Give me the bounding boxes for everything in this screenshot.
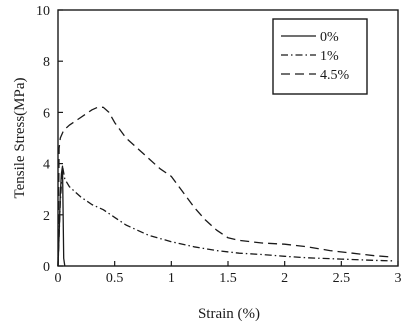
y-tick-label: 10 xyxy=(36,4,50,19)
legend: 0% 1% 4.5% xyxy=(272,18,368,95)
x-tick-label: 3 xyxy=(395,271,402,286)
y-tick-label: 4 xyxy=(43,158,50,173)
x-tick-label: 0.5 xyxy=(106,271,124,286)
x-tick-label: 0 xyxy=(55,271,62,286)
axes: 0 0.5 1 1.5 2 2.5 3 0 2 4 6 8 10 xyxy=(36,4,402,286)
x-tick-label: 2 xyxy=(281,271,288,286)
y-tick-label: 2 xyxy=(43,209,50,224)
legend-box xyxy=(272,18,368,95)
legend-label: 1% xyxy=(320,49,339,64)
y-tick-label: 0 xyxy=(43,260,50,275)
series-lines xyxy=(57,106,395,267)
series-line-2 xyxy=(57,106,393,267)
y-tick-label: 6 xyxy=(43,106,50,121)
x-tick-label: 1.5 xyxy=(219,271,237,286)
y-tick-label: 8 xyxy=(43,55,50,70)
y-axis-label: Tensile Stress(MPa) xyxy=(12,77,28,198)
x-tick-label: 2.5 xyxy=(333,271,351,286)
x-tick-label: 1 xyxy=(168,271,175,286)
legend-label: 4.5% xyxy=(320,68,350,83)
x-axis-label: Strain (%) xyxy=(198,306,260,322)
legend-label: 0% xyxy=(320,30,339,45)
series-line-1 xyxy=(57,165,395,267)
